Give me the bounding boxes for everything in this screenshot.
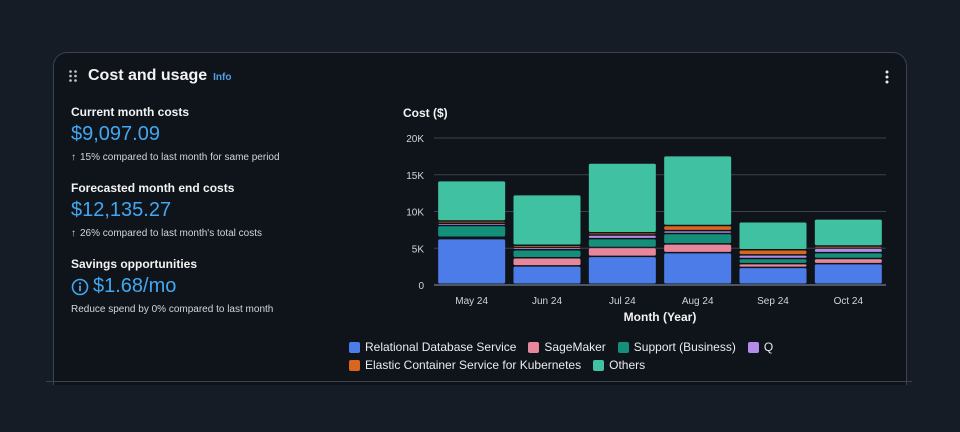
bar-segment xyxy=(513,250,581,258)
legend-label: Others xyxy=(609,358,646,372)
savings-value: $1.68/mo xyxy=(93,275,177,297)
bar-segment xyxy=(588,257,656,284)
legend-item[interactable]: SageMaker xyxy=(528,340,606,354)
metric-label: Savings opportunities xyxy=(71,257,198,271)
legend-swatch xyxy=(349,359,360,371)
metric-label: Current month costs xyxy=(71,105,190,119)
bar-segment xyxy=(513,195,581,245)
arrow-up-icon: ↑ xyxy=(71,228,76,239)
bar-segment xyxy=(739,259,807,263)
metric-value: $1.68/mo xyxy=(71,275,331,298)
bar-segment xyxy=(588,239,656,247)
metric-value: $12,135.27 xyxy=(71,199,172,221)
bar-segment xyxy=(664,244,732,252)
bar-segment xyxy=(588,233,656,235)
cost-chart: Cost ($) 0 5K 10K 15K 20K May 24 Jun 24 Jul 24 Au… xyxy=(336,101,896,381)
bar-segment xyxy=(814,248,882,252)
metric-note: ↑ 26% compared to last month's total cos… xyxy=(71,228,331,239)
bar-segment xyxy=(814,253,882,258)
chart-legend: Relational Database Service SageMaker Supp… xyxy=(349,340,829,372)
bar-segment xyxy=(438,181,506,221)
x-tick-label: May 24 xyxy=(455,296,488,307)
bar-segment xyxy=(739,255,807,258)
metric-note: Reduce spend by 0% compared to last mont… xyxy=(71,304,274,315)
legend-item[interactable]: Elastic Container Service for Kubernetes xyxy=(349,358,581,372)
forecasted-month-end-costs: Forecasted month end costs $12,135.27 ↑ … xyxy=(71,181,331,239)
metric-note-text: 26% compared to last month's total costs xyxy=(80,228,262,239)
bar-segment xyxy=(513,258,581,266)
bar-segment xyxy=(588,248,656,256)
x-tick-label: Oct 24 xyxy=(834,296,864,307)
bar-segment xyxy=(438,221,506,223)
y-tick-label: 10K xyxy=(406,208,424,219)
bar-segment xyxy=(814,246,882,248)
info-circle-icon[interactable] xyxy=(71,278,89,296)
legend-label: Support (Business) xyxy=(633,340,736,354)
bar-segment xyxy=(664,253,732,284)
arrow-up-icon: ↑ xyxy=(71,152,76,163)
y-tick-label: 0 xyxy=(418,281,424,292)
legend-swatch xyxy=(349,341,360,353)
bar-segment xyxy=(513,248,581,249)
y-tick-label: 5K xyxy=(412,244,425,255)
bar-segment xyxy=(664,226,732,230)
card-divider xyxy=(46,381,912,382)
bar-segment xyxy=(664,231,732,233)
x-tick-label: Sep 24 xyxy=(757,296,789,307)
bar-segment xyxy=(664,234,732,244)
more-vertical-icon[interactable] xyxy=(884,69,890,85)
savings-opportunities: Savings opportunities $1.68/mo Reduce sp… xyxy=(71,257,331,315)
metric-label: Forecasted month end costs xyxy=(71,181,235,195)
x-axis-title: Month (Year) xyxy=(624,310,697,324)
drag-handle-icon[interactable] xyxy=(68,69,78,83)
x-tick-label: Jul 24 xyxy=(609,296,636,307)
bar-segment xyxy=(438,226,506,237)
bar-segment xyxy=(739,250,807,255)
x-tick-label: Jun 24 xyxy=(532,296,562,307)
cost-metrics: Current month costs $9,097.09 ↑ 15% comp… xyxy=(71,105,331,333)
legend-label: Relational Database Service xyxy=(365,340,517,354)
bar-segment xyxy=(664,156,732,225)
legend-swatch xyxy=(593,359,605,371)
bar-segment xyxy=(438,239,506,284)
metric-note-text: 15% compared to last month for same peri… xyxy=(80,152,280,163)
metric-value: $9,097.09 xyxy=(71,123,160,145)
bar-segment xyxy=(814,259,882,263)
metric-note: ↑ 15% compared to last month for same pe… xyxy=(71,152,331,163)
bar-segment xyxy=(814,219,882,246)
bar-segment xyxy=(513,266,581,284)
legend-label: Q xyxy=(763,340,774,354)
bar-segment xyxy=(739,264,807,267)
bar-segment xyxy=(513,246,581,247)
bar-segment xyxy=(588,163,656,233)
bar-segment xyxy=(438,223,506,225)
legend-swatch xyxy=(747,341,759,353)
legend-label: Elastic Container Service for Kubernetes xyxy=(365,358,582,372)
info-link[interactable]: Info xyxy=(213,72,232,83)
current-month-costs: Current month costs $9,097.09 ↑ 15% comp… xyxy=(71,105,331,163)
legend-item[interactable]: Support (Business) xyxy=(617,340,736,354)
legend-item[interactable]: Relational Database Service xyxy=(349,340,516,354)
stacked-bar-chart: Cost ($) 0 5K 10K 15K 20K May 24 Jun 24 Jul 24 Au… xyxy=(403,106,886,324)
legend-swatch xyxy=(528,341,540,353)
bar-segment xyxy=(739,222,807,249)
x-tick-label: Aug 24 xyxy=(682,296,714,307)
y-axis-title: Cost ($) xyxy=(403,106,448,120)
legend-item[interactable]: Q xyxy=(747,340,774,354)
bar-segment xyxy=(588,235,656,238)
bar-segment xyxy=(739,268,807,284)
legend-label: SageMaker xyxy=(544,340,606,354)
widget-header: Cost and usage Info xyxy=(68,67,231,85)
legend-item[interactable]: Others xyxy=(593,358,645,372)
bar-segment xyxy=(814,264,882,284)
widget-title: Cost and usage xyxy=(88,67,208,84)
legend-swatch xyxy=(617,341,629,353)
cost-and-usage-widget: Cost and usage Info Current month costs … xyxy=(53,52,907,385)
y-tick-label: 20K xyxy=(406,134,424,145)
y-tick-label: 15K xyxy=(406,171,424,182)
